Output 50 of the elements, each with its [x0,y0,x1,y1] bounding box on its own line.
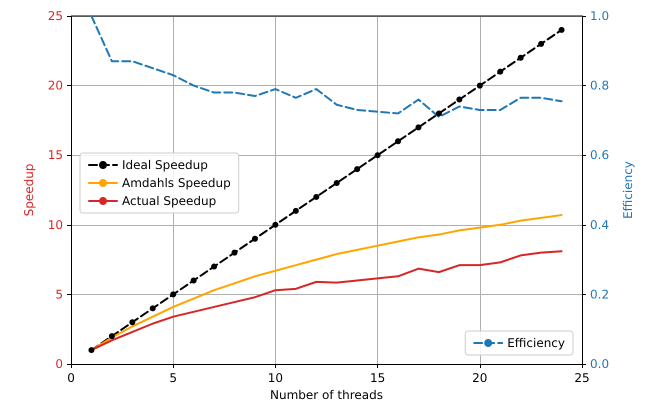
x-tick-label: 5 [169,371,178,385]
x-tick-label: 10 [268,371,284,385]
y-tick-label: 25 [48,9,63,23]
point [252,236,258,242]
point [170,291,176,298]
y-axis-title: Speedup [22,164,36,216]
legend-label: Amdahls Speedup [122,176,231,190]
x-tick-label: 0 [67,371,75,385]
point [395,138,402,144]
legend-label: Ideal Speedup [122,158,208,172]
y2-tick-label: 0.2 [590,287,610,302]
legend-label: Actual Speedup [122,194,216,208]
point [497,68,504,75]
point [456,96,462,103]
x-tick-label: 25 [574,371,590,385]
point [354,166,360,172]
y-tick-label: 15 [48,148,63,162]
y-tick-label: 5 [55,287,63,302]
y-tick-label: 10 [48,218,63,232]
point [538,40,544,47]
point [211,264,218,270]
x-tick-label: 20 [472,371,488,385]
point [558,26,565,33]
point [313,194,320,200]
point [518,54,524,61]
point [415,124,422,130]
point [292,208,299,214]
line-series [90,15,563,118]
y2-tick-label: 0.6 [590,148,610,162]
legend-label: Efficiency [507,336,566,350]
y2-tick-label: 0.0 [590,357,610,371]
point [374,152,381,158]
point [334,180,340,186]
point [150,305,156,312]
y2-axis-title: Efficiency [621,161,635,219]
y2-tick-label: 1.0 [590,9,610,23]
point [88,347,94,354]
y-tick-label: 0 [55,357,63,371]
point [129,319,136,326]
y-tick-label: 20 [48,78,63,93]
x-axis-title: Number of threads [270,388,383,402]
point [476,82,483,89]
x-tick-label: 15 [370,371,386,385]
point [190,277,197,284]
point [108,333,115,340]
y2-tick-label: 0.8 [590,78,610,93]
point [436,110,442,116]
point [232,250,238,256]
y2-tick-label: 0.4 [590,218,610,232]
point [272,222,278,228]
